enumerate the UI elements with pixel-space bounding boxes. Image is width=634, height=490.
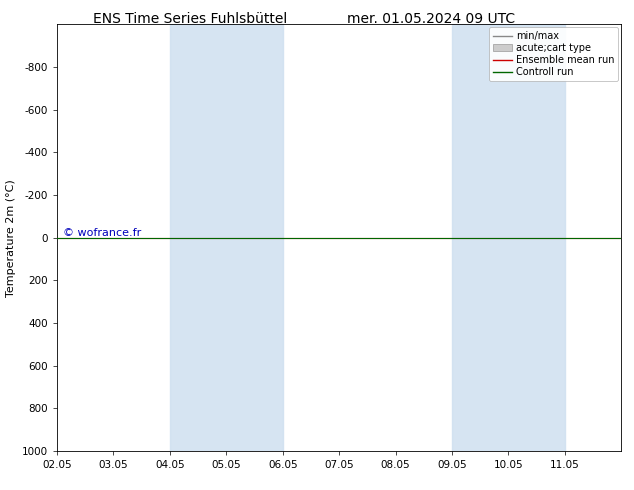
Text: mer. 01.05.2024 09 UTC: mer. 01.05.2024 09 UTC [347, 12, 515, 26]
Legend: min/max, acute;cart type, Ensemble mean run, Controll run: min/max, acute;cart type, Ensemble mean … [489, 27, 618, 81]
Y-axis label: Temperature 2m (°C): Temperature 2m (°C) [6, 179, 16, 296]
Text: ENS Time Series Fuhlsbüttel: ENS Time Series Fuhlsbüttel [93, 12, 287, 26]
Text: © wofrance.fr: © wofrance.fr [63, 227, 141, 238]
Bar [452, 24, 565, 451]
Bar [170, 24, 283, 451]
